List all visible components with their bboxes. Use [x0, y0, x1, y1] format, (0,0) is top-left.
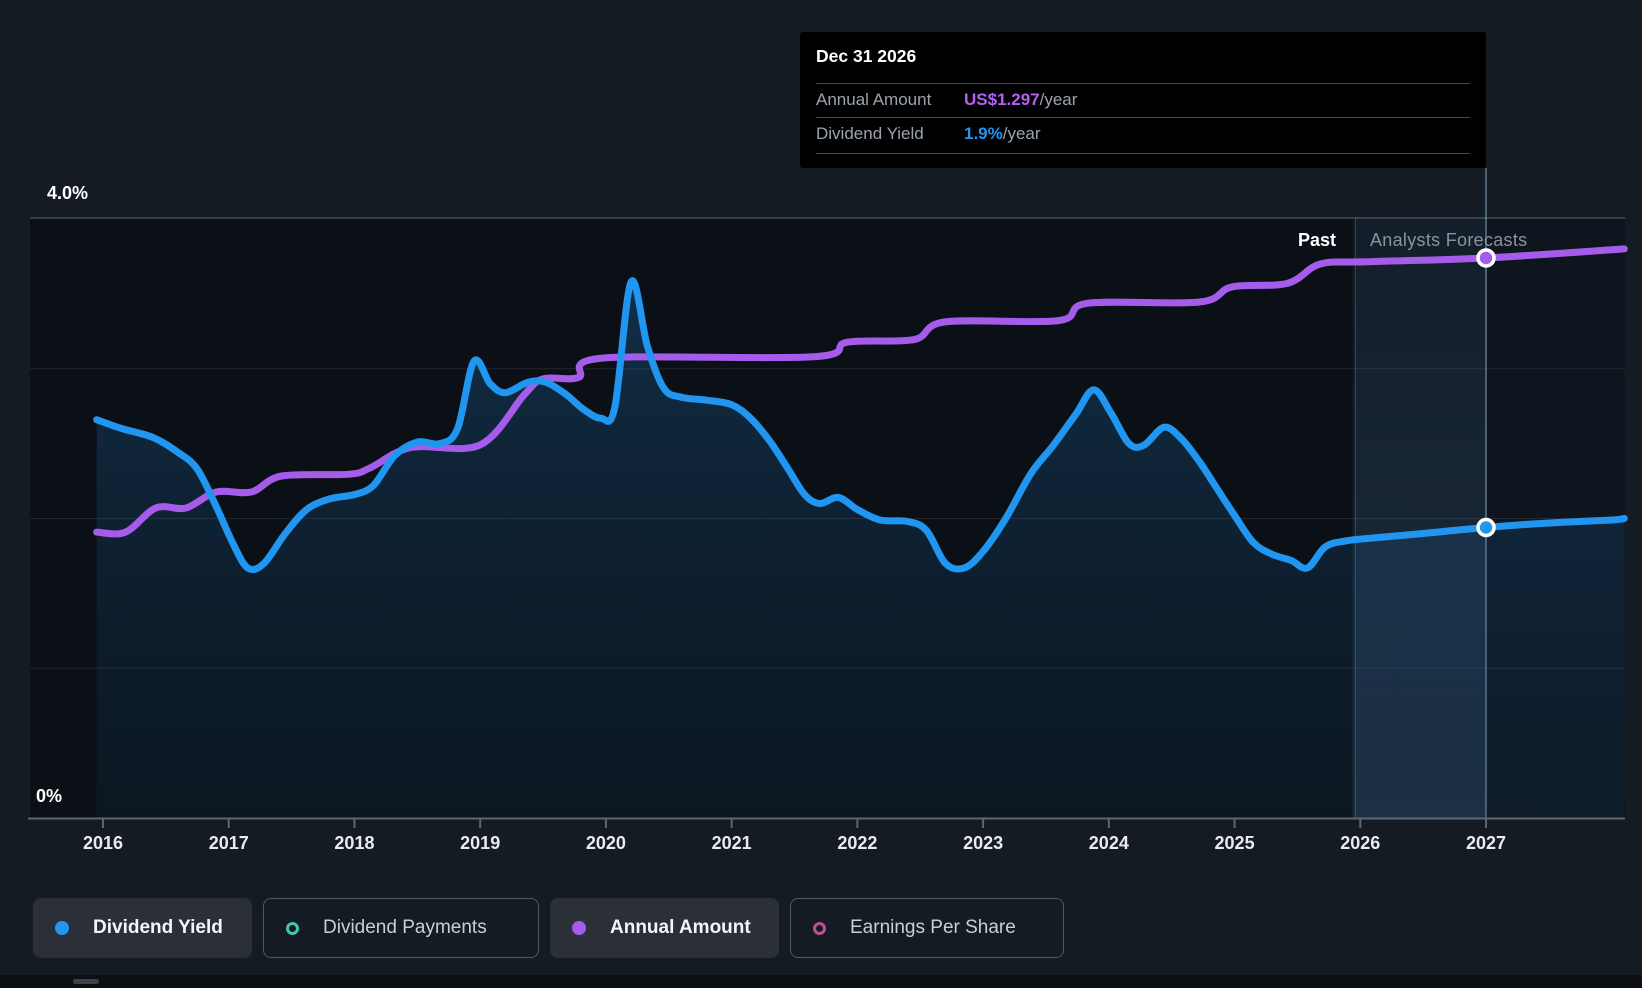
legend-toggle-earnings-per-share[interactable]: Earnings Per Share [790, 898, 1064, 958]
tooltip-label: Dividend Yield [816, 124, 924, 143]
dividend-yield-marker[interactable] [1476, 517, 1496, 538]
analysts-forecasts-section-label: Analysts Forecasts [1370, 230, 1528, 250]
x-axis-label-2021: 2021 [711, 833, 752, 853]
dividend-yield-area [96, 280, 1625, 818]
tooltip-value-suffix: /year [1002, 124, 1041, 143]
legend-label: Dividend Payments [323, 917, 487, 938]
tooltip-value-suffix: /year [1039, 90, 1078, 109]
legend-toggle-dividend-yield[interactable]: Dividend Yield [33, 898, 252, 958]
tooltip-value: US$1.297/year [964, 90, 1078, 109]
past-section-label: Past [1297, 230, 1336, 250]
annual-amount-marker[interactable] [1476, 248, 1496, 268]
legend-toggle-annual-amount[interactable]: Annual Amount [550, 898, 779, 958]
scrollbar-thumb[interactable] [73, 979, 99, 984]
legend-dot-icon [572, 921, 586, 935]
dividend-yield-line[interactable] [93, 277, 1628, 574]
chart-tooltip: Dec 31 2026 Annual Amount US$1.297/year … [800, 32, 1486, 168]
y-axis-label-top: 4.0% [47, 183, 89, 203]
legend-toggle-dividend-payments[interactable]: Dividend Payments [263, 898, 539, 958]
x-axis-label-2022: 2022 [837, 833, 878, 853]
x-axis-label-2027: 2027 [1465, 833, 1507, 853]
tooltip-divider [816, 153, 1470, 154]
x-axis-label-2026: 2026 [1340, 833, 1381, 853]
x-axis-label-2025: 2025 [1214, 833, 1255, 853]
x-axis-label-2016: 2016 [82, 833, 124, 853]
legend-dot-icon [55, 921, 69, 935]
tooltip-value: 1.9%/year [964, 124, 1041, 143]
tooltip-date: Dec 31 2026 [816, 46, 917, 66]
tooltip-divider [816, 83, 1470, 84]
legend-label: Dividend Yield [93, 917, 223, 938]
tooltip-divider [816, 117, 1470, 118]
x-axis-label-2018: 2018 [334, 833, 375, 853]
x-axis-label-2020: 2020 [585, 833, 626, 853]
x-axis-ticks [102, 819, 1488, 828]
horizontal-scrollbar[interactable] [0, 975, 1642, 988]
tooltip-row-annual-amount: Annual Amount US$1.297/year [816, 83, 1470, 117]
tooltip-label: Annual Amount [816, 90, 932, 109]
x-axis-label-2023: 2023 [963, 833, 1004, 853]
legend-ring-icon [286, 921, 299, 935]
x-axis-label-2017: 2017 [208, 833, 249, 853]
tooltip-row-dividend-yield: Dividend Yield 1.9%/year [816, 117, 1470, 151]
x-axis-label-2024: 2024 [1088, 833, 1129, 853]
chart-legend: Dividend Yield Dividend Payments Annual Am… [33, 898, 1064, 958]
legend-label: Earnings Per Share [850, 917, 1016, 938]
legend-label: Annual Amount [610, 917, 751, 938]
x-axis-label-2019: 2019 [460, 833, 501, 853]
y-axis-label-bottom: 0% [36, 786, 63, 806]
legend-ring-icon [813, 921, 826, 935]
